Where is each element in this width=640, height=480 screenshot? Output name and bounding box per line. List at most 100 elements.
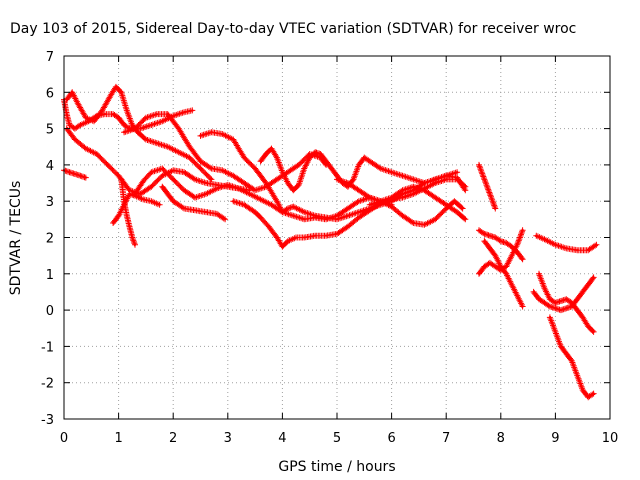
data-point — [445, 207, 448, 210]
data-point — [368, 160, 371, 163]
data-point — [554, 307, 557, 310]
data-point — [103, 112, 107, 116]
data-point — [445, 178, 448, 181]
data-point — [330, 167, 333, 170]
data-point — [412, 221, 415, 225]
data-point — [155, 141, 159, 145]
y-tick-label: 7 — [46, 50, 54, 65]
data-point — [117, 174, 120, 177]
data-point — [79, 123, 82, 127]
data-point — [264, 152, 268, 156]
data-point — [193, 209, 197, 212]
data-point — [565, 307, 568, 310]
data-point — [535, 234, 538, 237]
data-point — [141, 180, 145, 183]
data-point — [139, 192, 142, 196]
data-point — [592, 330, 595, 334]
data-point — [275, 156, 279, 159]
data-point — [445, 203, 448, 207]
data-point — [548, 305, 552, 308]
data-point — [548, 298, 552, 301]
data-point — [155, 112, 159, 116]
data-point — [281, 170, 284, 174]
series-arc18 — [481, 238, 526, 310]
data-point — [109, 94, 112, 98]
data-point — [368, 196, 371, 199]
data-point — [193, 196, 197, 199]
data-point — [120, 91, 123, 94]
data-point — [423, 223, 426, 226]
data-point — [324, 216, 328, 219]
data-point — [586, 283, 590, 286]
data-point — [286, 170, 290, 174]
data-point — [494, 254, 497, 257]
y-tick-label: 5 — [46, 123, 54, 138]
data-point — [215, 212, 219, 216]
x-tick-label: 0 — [60, 431, 68, 446]
data-point — [270, 203, 273, 207]
data-point — [505, 272, 508, 275]
data-point — [133, 192, 137, 196]
data-point — [554, 330, 557, 334]
series-arc20 — [536, 270, 597, 335]
data-point — [576, 249, 579, 252]
data-point — [128, 225, 131, 228]
data-point — [453, 200, 456, 203]
data-point — [210, 167, 213, 170]
data-point — [223, 218, 227, 221]
data-point — [73, 172, 77, 176]
data-point — [313, 214, 317, 217]
data-point — [303, 167, 306, 170]
data-point — [483, 232, 486, 236]
series-arc22 — [530, 274, 597, 314]
data-point — [335, 232, 339, 236]
data-point — [521, 305, 524, 308]
x-tick-label: 3 — [224, 431, 232, 446]
data-point — [543, 301, 546, 305]
data-point — [313, 234, 317, 237]
data-point — [84, 147, 88, 150]
data-point — [576, 374, 579, 377]
data-point — [242, 203, 246, 207]
data-point — [483, 265, 486, 268]
data-point — [368, 209, 371, 212]
data-point — [122, 200, 126, 203]
data-point — [199, 160, 202, 163]
data-point — [117, 214, 120, 217]
y-tick-label: 3 — [46, 195, 54, 210]
data-point — [537, 272, 541, 275]
data-point — [570, 359, 573, 363]
data-point — [494, 207, 497, 210]
series-markers — [533, 232, 600, 254]
data-point — [565, 352, 568, 355]
data-point — [576, 298, 579, 301]
data-point — [565, 247, 568, 250]
data-point — [368, 203, 371, 207]
data-point — [401, 196, 404, 199]
data-point — [477, 163, 481, 167]
data-point — [286, 207, 290, 210]
data-point — [357, 200, 361, 203]
data-point — [303, 210, 306, 214]
data-point — [491, 200, 494, 203]
data-point — [259, 216, 262, 219]
data-point — [412, 185, 415, 188]
data-point — [259, 198, 262, 201]
data-point — [461, 207, 464, 210]
series-arc14 — [366, 183, 469, 223]
data-point — [92, 120, 96, 123]
data-point — [161, 185, 164, 188]
data-point — [177, 150, 180, 154]
axis-ticks: 0 1 2 3 4 5 6 7 8 9 10 -3 -2 -1 0 1 2 3 4 5 6 7 — [41, 50, 618, 446]
data-point — [464, 218, 467, 221]
data-point — [335, 174, 339, 177]
y-tick-label: 1 — [46, 268, 54, 283]
data-point — [412, 178, 415, 181]
data-point — [401, 174, 404, 177]
data-point — [136, 131, 139, 134]
data-point — [434, 218, 437, 221]
data-point — [141, 198, 145, 201]
data-point — [346, 185, 350, 188]
data-point — [581, 316, 584, 319]
